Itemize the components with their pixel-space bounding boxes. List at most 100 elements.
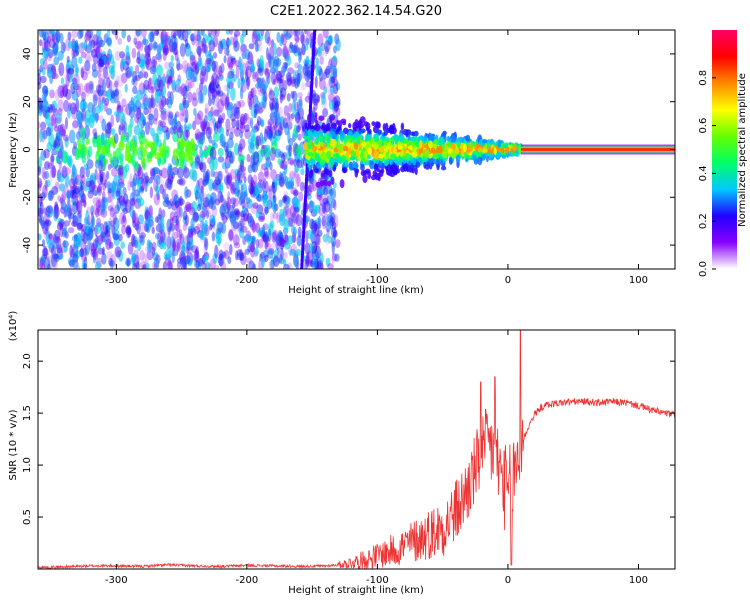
spectrogram-cell (318, 115, 325, 121)
spectrogram-cell (136, 89, 144, 101)
spectrogram-cell (191, 97, 198, 107)
spectrogram-cell (96, 84, 101, 94)
spectrogram-cell (375, 159, 380, 165)
spectrogram-cell (199, 91, 203, 104)
spectrogram-cell (253, 247, 259, 256)
spectrogram-cell (180, 83, 187, 97)
spectrogram-cell (221, 162, 227, 170)
spectrogram-cell (136, 116, 141, 128)
spectrogram-cell (51, 164, 56, 178)
spectrogram-cell (135, 64, 140, 74)
spectrogram-cell (311, 205, 318, 214)
spectrogram-cell (297, 133, 302, 141)
spectrogram-cell (265, 231, 269, 243)
spectrogram-cell (166, 78, 170, 89)
spectrogram-cell (292, 189, 299, 196)
spectrogram-cell (150, 127, 155, 137)
spectrogram-cell (314, 137, 319, 145)
spectrogram-cell (80, 198, 87, 207)
spectrogram-cell (274, 177, 278, 189)
spectrogram-cell (95, 261, 101, 269)
spectrogram-cell (315, 66, 319, 77)
spectrogram-cell (87, 145, 93, 158)
spectrogram-cell (423, 135, 428, 142)
spectrogram-cell (502, 143, 509, 149)
spectrogram-cell (50, 155, 55, 163)
spectrogram-cell (419, 140, 423, 148)
spectrogram-cell (136, 178, 142, 187)
snr-y-ticks: 0.51.01.52.0 (22, 353, 675, 525)
spectrogram-cell (208, 81, 215, 94)
spectrogram-cell (311, 184, 316, 192)
spectrogram-cell (153, 257, 160, 268)
spectrogram-cell (295, 35, 300, 44)
spectrogram-cell (346, 134, 352, 140)
spectrogram-cell (177, 197, 182, 207)
spectrogram-cell (171, 238, 176, 252)
spectrogram-cell (235, 119, 240, 131)
spectrogram-cell (278, 106, 283, 119)
spectrogram-cell (334, 253, 340, 262)
spectrogram-cell (293, 190, 298, 198)
spectrogram-cell (367, 170, 372, 180)
spectrogram-cell (230, 57, 237, 64)
spectrogram-cell (246, 257, 252, 264)
spectrogram-cell (283, 190, 289, 198)
spectrogram-cell (307, 184, 312, 196)
spectrogram-cell (160, 110, 167, 121)
spectrogram-cell (199, 230, 204, 240)
spectrogram-cell (178, 102, 184, 111)
spectrogram-cell (207, 126, 213, 136)
spectrogram-cell (194, 184, 201, 198)
spectrogram-cell (95, 196, 102, 207)
spectrogram-cell (271, 125, 276, 139)
spectrogram-cell (292, 128, 298, 141)
spectrogram-cell (55, 206, 59, 220)
spectrogram-cell (259, 168, 263, 177)
spectrogram-cell (57, 124, 64, 133)
spectrogram-cell (162, 149, 167, 158)
spectrogram-cell (143, 252, 147, 266)
spectrogram-cell (236, 100, 242, 110)
spectrogram-cell (296, 159, 303, 169)
spectrogram-cell (211, 81, 217, 93)
spectrogram-cell (270, 212, 275, 222)
x-tick-label: -200 (236, 275, 259, 286)
x-tick-label: 0 (505, 575, 511, 586)
spectrogram-cell (45, 47, 51, 57)
spectrogram-cell (293, 158, 297, 168)
spectrogram-cell (64, 167, 71, 175)
x-tick-label: -100 (366, 575, 389, 586)
spectrogram-cell (216, 106, 223, 120)
spectrogram-cell (225, 118, 231, 132)
spectrogram-cell (142, 84, 147, 97)
spectrogram-cell (98, 77, 104, 88)
spectrogram-cell (227, 161, 231, 168)
spectrogram-cell (202, 200, 210, 213)
spectrogram-cell (290, 212, 297, 223)
spectrogram-cell (108, 241, 114, 249)
spectrogram-cell (226, 104, 233, 119)
spectrogram-cell (118, 250, 124, 262)
spectrogram-cell (198, 132, 206, 145)
spectrogram-cell (202, 197, 210, 208)
spectrogram-cell (411, 136, 417, 141)
spectrogram-cell (252, 263, 257, 269)
spectrogram-cell (197, 203, 202, 212)
spectrogram-cell (92, 184, 99, 196)
spectrogram-cell (321, 122, 326, 131)
spectrogram-cell (44, 179, 48, 191)
spectrogram-cell (160, 107, 167, 115)
y-tick-label: 1.0 (22, 457, 33, 473)
spectrogram-cell (258, 227, 265, 237)
spectrogram-cell (335, 82, 341, 91)
spectrogram-cell (131, 138, 135, 152)
spectrogram-cell (157, 44, 162, 58)
spectrogram-cell (135, 107, 142, 120)
spectrogram-cell (397, 143, 403, 150)
spectrogram-cell (75, 64, 79, 77)
spectrogram-cell (251, 71, 259, 83)
spectrogram-cell (261, 93, 266, 106)
spectrogram-cell (355, 149, 360, 158)
